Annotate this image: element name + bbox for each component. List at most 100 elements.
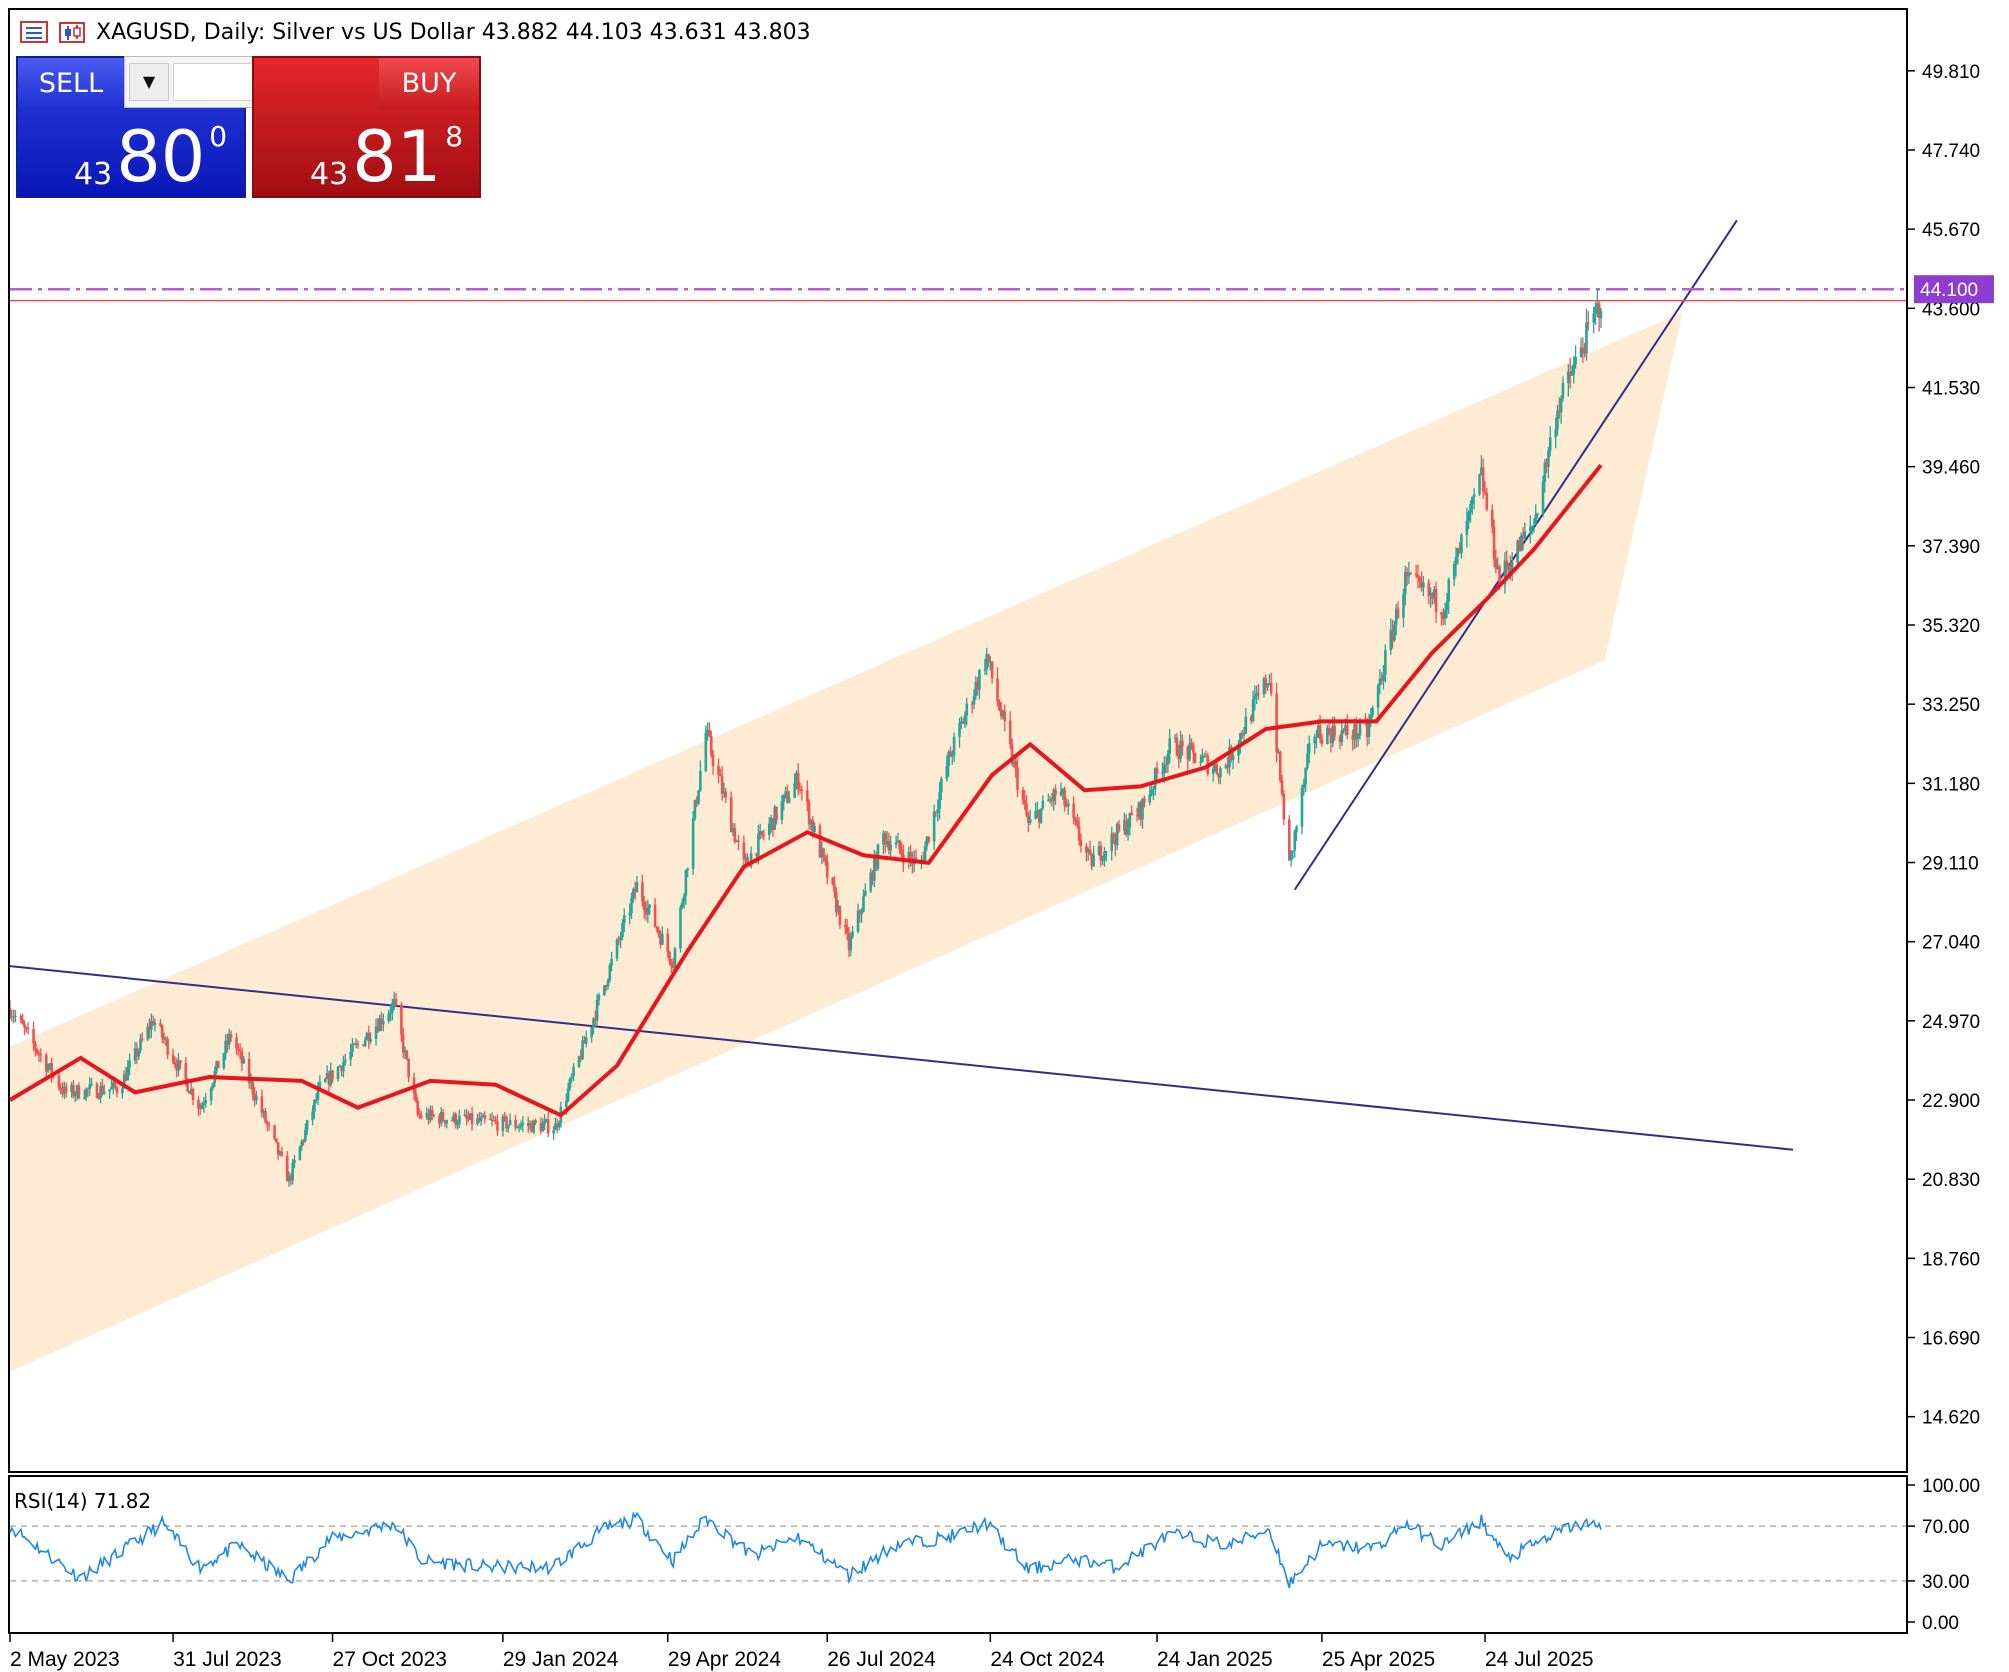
candle-body bbox=[186, 1078, 189, 1092]
rising-trendline[interactable] bbox=[1293, 219, 1738, 891]
buy-panel[interactable]: BUY 4381 8 bbox=[252, 56, 481, 198]
candle-body bbox=[171, 1054, 175, 1062]
candle-body bbox=[1389, 629, 1393, 651]
candle-body bbox=[1380, 678, 1384, 682]
candle-body bbox=[1568, 371, 1572, 376]
chart-menu-icon[interactable] bbox=[20, 19, 50, 45]
candle-body bbox=[1059, 791, 1063, 796]
candle-body bbox=[844, 924, 847, 927]
candle-body bbox=[1293, 831, 1297, 851]
candle-body bbox=[1521, 535, 1525, 538]
buy-price[interactable]: 4381 8 bbox=[310, 114, 463, 200]
candle-body bbox=[909, 852, 912, 859]
rsi-axis: 100.00 70.00 30.00 0.00 bbox=[1907, 1476, 1980, 1634]
candle-body bbox=[921, 859, 925, 861]
candle-body bbox=[1471, 496, 1474, 505]
candle-body bbox=[10, 1016, 14, 1018]
candle-body bbox=[291, 1162, 294, 1181]
candle-body bbox=[1467, 511, 1470, 521]
candle-body bbox=[1318, 725, 1322, 740]
candle-chart-icon[interactable] bbox=[58, 19, 88, 45]
y-tick-label: 41.530 bbox=[1922, 378, 1980, 399]
y-tick-label: 33.250 bbox=[1922, 695, 1980, 716]
rsi-tick-label: 30.00 bbox=[1922, 1572, 1970, 1593]
candle-body bbox=[380, 1018, 383, 1025]
candle-body bbox=[898, 840, 902, 850]
candle-body bbox=[304, 1129, 307, 1141]
candle-body bbox=[1217, 773, 1220, 778]
candle-body bbox=[1097, 846, 1101, 856]
candle-body bbox=[661, 933, 664, 945]
candle-body bbox=[673, 948, 677, 969]
candle-body bbox=[856, 910, 860, 932]
candle-body bbox=[264, 1110, 267, 1123]
candle-body bbox=[1534, 514, 1538, 525]
candle-body bbox=[376, 1026, 380, 1032]
buy-button[interactable]: BUY bbox=[379, 58, 479, 110]
x-tick-label: 29 Apr 2024 bbox=[668, 1648, 782, 1671]
candle-body bbox=[786, 791, 789, 803]
y-tick-label: 22.900 bbox=[1922, 1091, 1980, 1112]
candle-body bbox=[266, 1122, 269, 1125]
candle-body bbox=[978, 670, 981, 690]
candle-body bbox=[488, 1118, 492, 1121]
candle-body bbox=[684, 869, 688, 896]
candle-body bbox=[960, 721, 963, 724]
candle-body bbox=[1541, 481, 1545, 514]
candle-body bbox=[708, 729, 711, 736]
candle-body bbox=[160, 1025, 164, 1038]
candle-body bbox=[389, 1012, 392, 1014]
candle-body bbox=[795, 772, 798, 784]
candle-body bbox=[679, 907, 682, 949]
candle-body bbox=[325, 1073, 329, 1079]
candle-body bbox=[813, 825, 816, 833]
candle-body bbox=[572, 1066, 575, 1077]
y-tick-label: 43.600 bbox=[1922, 299, 1980, 320]
candle-body bbox=[1472, 494, 1476, 497]
y-tick-label: 35.320 bbox=[1922, 616, 1980, 637]
y-tick-label: 24.970 bbox=[1922, 1012, 1980, 1033]
candle-body bbox=[349, 1051, 352, 1060]
candle-body bbox=[289, 1175, 293, 1181]
sell-price[interactable]: 4380 0 bbox=[74, 114, 227, 200]
candle-body bbox=[998, 701, 1001, 711]
candle-body bbox=[722, 791, 726, 794]
candle-body bbox=[970, 703, 974, 705]
candle-body bbox=[166, 1039, 169, 1055]
candle-body bbox=[862, 896, 865, 912]
candle-body bbox=[260, 1096, 264, 1114]
candle-body bbox=[1492, 526, 1496, 560]
candle-body bbox=[543, 1121, 546, 1125]
candle-body bbox=[342, 1062, 345, 1072]
candle-body bbox=[896, 840, 900, 843]
candle-body bbox=[478, 1118, 481, 1122]
candle-body bbox=[1050, 799, 1054, 802]
candle-body bbox=[1114, 840, 1117, 846]
candle-body bbox=[818, 825, 822, 858]
x-tick-label: 24 Jul 2025 bbox=[1485, 1648, 1594, 1671]
candle-body bbox=[1431, 592, 1434, 599]
candle-body bbox=[10, 1008, 12, 1017]
price-channel[interactable] bbox=[10, 312, 1683, 1372]
candle-body bbox=[793, 783, 796, 798]
candle-body bbox=[1396, 608, 1400, 618]
candle-body bbox=[137, 1050, 140, 1057]
candle-body bbox=[914, 857, 918, 860]
candle-body bbox=[976, 681, 979, 690]
candle-body bbox=[704, 732, 708, 771]
candle-body bbox=[1201, 756, 1204, 763]
symbol-label: XAGUSD, Daily: bbox=[96, 19, 266, 45]
candle-body bbox=[470, 1113, 474, 1125]
candle-body bbox=[1599, 311, 1603, 318]
candle-body bbox=[75, 1085, 79, 1095]
candle-body bbox=[1237, 744, 1240, 756]
candle-body bbox=[501, 1116, 505, 1131]
candle-body bbox=[838, 906, 842, 925]
candle-body bbox=[595, 999, 599, 1021]
long-trendline[interactable] bbox=[10, 965, 1794, 1151]
lot-decrease-button[interactable]: ▼ bbox=[129, 63, 169, 101]
candle-body bbox=[381, 1021, 385, 1025]
candle-body bbox=[378, 1018, 381, 1032]
sell-button[interactable]: SELL bbox=[18, 58, 124, 110]
